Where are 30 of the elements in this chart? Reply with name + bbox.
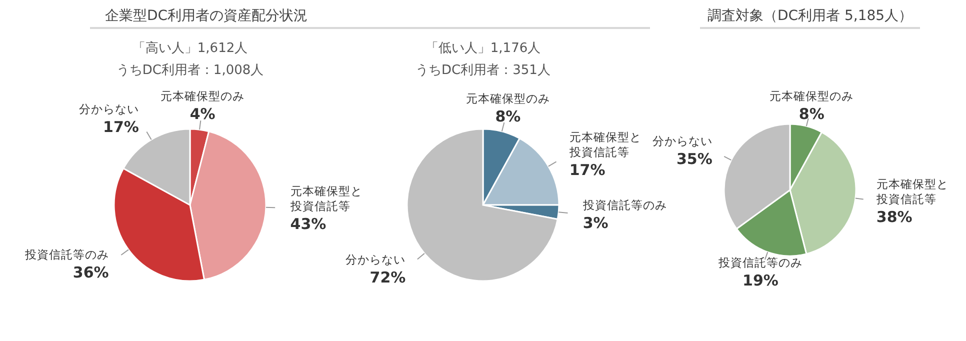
data-label: 4% — [190, 104, 216, 123]
text: うちDC利用者：351人 — [416, 63, 550, 78]
data-label: 8% — [495, 107, 521, 126]
data-label: 35% — [676, 150, 712, 168]
chart-title: 企業型DC利用者の資産配分状況 — [105, 8, 308, 24]
chart-subtitle: 「高い人」1,612人 — [132, 40, 248, 56]
slice-label: 分からない — [78, 102, 139, 116]
slice-label: 元本確保型のみ — [160, 88, 245, 103]
text: うちDC利用者：1,008人 — [116, 63, 264, 78]
slice-label: 分からない — [652, 134, 712, 148]
data-label: 72% — [370, 268, 406, 286]
chart-title: 調査対象（DC利用者 5,185人） — [707, 8, 913, 24]
data-label: 3% — [582, 214, 608, 232]
slice-label: 元本確保型のみ — [770, 89, 854, 104]
data-label: 43% — [290, 215, 326, 234]
slice-label: 元本確保型のみ — [466, 91, 550, 106]
slice-label: 分からない — [346, 252, 406, 266]
slice-label: 元本確保型と投資信託等 — [568, 130, 642, 159]
data-label: 19% — [742, 271, 778, 290]
data-label: 17% — [103, 118, 139, 136]
slice-label: 投資信託等のみ — [717, 255, 802, 270]
slice-label: 投資信託等のみ — [582, 198, 667, 212]
data-label: 17% — [569, 160, 606, 179]
slice-label: 元本確保型と投資信託等 — [875, 176, 948, 206]
slice-label: 投資信託等のみ — [24, 247, 109, 262]
slice-label: 元本確保型と投資信託等 — [289, 184, 362, 214]
data-label: 8% — [798, 105, 824, 124]
chart-subtitle: 「低い人」1,176人 — [425, 41, 541, 56]
data-label: 36% — [72, 263, 109, 282]
data-label: 38% — [876, 208, 912, 226]
